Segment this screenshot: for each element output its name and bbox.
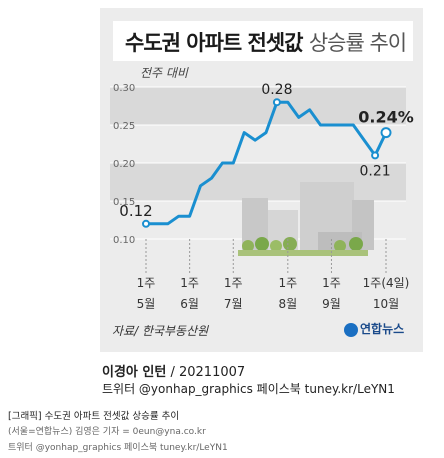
x-label-month: 5월	[137, 297, 156, 311]
x-label-week: 1주	[137, 276, 156, 290]
x-label-month: 6월	[180, 297, 199, 311]
data-label: 0.21	[360, 163, 391, 179]
yonhap-logo: 연합뉴스	[344, 320, 404, 337]
x-label-week: 1주	[180, 276, 199, 290]
data-marker	[272, 98, 281, 107]
grid-band	[110, 87, 406, 125]
data-marker	[142, 219, 150, 228]
title-sub: 상승률 추이	[308, 31, 407, 55]
y-tick-label: 0.25	[113, 121, 135, 132]
x-label-week: 1주	[278, 276, 297, 290]
data-labels: 0.12 0.28 0.21 0.24%	[119, 82, 413, 220]
trees-illustration	[238, 237, 368, 256]
data-label: 0.28	[261, 82, 292, 98]
y-tick-label: 0.20	[113, 159, 135, 170]
x-label-month: 7월	[224, 297, 243, 311]
x-label-month: 8월	[278, 297, 297, 311]
chart-title: 수도권 아파트 전셋값 상승률 추이	[125, 27, 407, 57]
data-marker	[371, 151, 380, 160]
author-date: 20211007	[178, 365, 246, 380]
logo-icon	[344, 322, 358, 337]
caption-credit: (서울=연합뉴스) 김영은 기자 = 0eun@yna.co.kr	[8, 427, 206, 437]
x-label-week: 1주	[322, 276, 341, 290]
y-tick-label: 0.15	[113, 197, 135, 208]
y-tick-label: 0.10	[113, 235, 135, 246]
grid-band	[110, 163, 406, 201]
source-text: 자료/ 한국부동산원	[112, 324, 209, 338]
y-tick-label: 0.30	[113, 83, 135, 94]
x-label-month: 10월	[373, 297, 399, 311]
y-axis-ticks: 0.30 0.25 0.20 0.15 0.10	[113, 83, 135, 246]
caption-social: 트위터 @yonhap_graphics 페이스북 tuney.kr/LeYN1	[8, 443, 228, 453]
x-label-week: 1주(4일)	[363, 276, 410, 290]
data-markers	[142, 98, 392, 228]
series-line	[146, 100, 388, 226]
data-marker	[380, 127, 392, 139]
y-axis-unit: 전주 대비	[140, 66, 188, 80]
logo-text: 연합뉴스	[360, 322, 405, 336]
x-label-week: 1주	[224, 276, 243, 290]
data-label: 0.24%	[358, 108, 414, 127]
data-label: 0.12	[119, 202, 152, 220]
x-axis-labels: 1주 5월 1주 6월 1주 7월 1주 8월 1주 9월 1주(4일) 10월	[137, 239, 410, 311]
x-label-month: 9월	[322, 297, 341, 311]
author-name: 이경아 인턴	[102, 365, 167, 380]
social-links: 트위터 @yonhap_graphics 페이스북 tuney.kr/LeYN1	[102, 382, 395, 396]
title-box: 수도권 아파트 전셋값 상승률 추이	[113, 21, 413, 61]
title-main: 수도권 아파트 전셋값	[125, 31, 304, 55]
caption-title: [그래픽] 수도권 아파트 전셋값 상승률 추이	[8, 411, 180, 422]
author-line: 이경아 인턴 / 20211007	[102, 365, 246, 380]
